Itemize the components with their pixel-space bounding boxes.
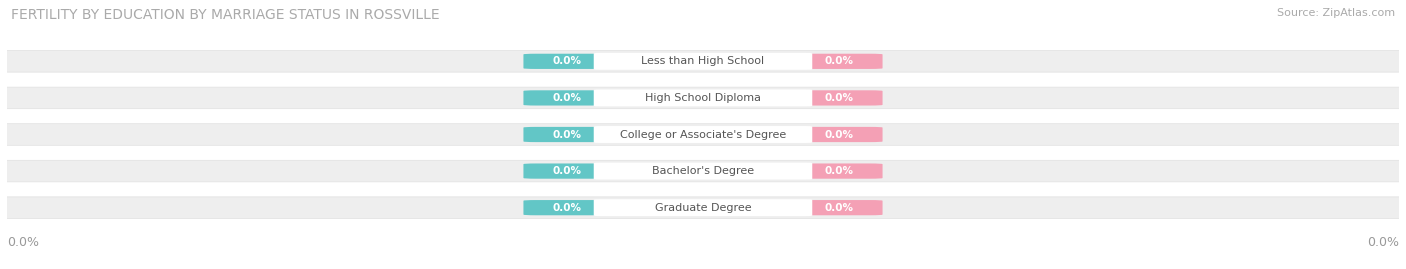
- FancyBboxPatch shape: [794, 127, 883, 142]
- FancyBboxPatch shape: [794, 54, 883, 69]
- Text: 0.0%: 0.0%: [824, 203, 853, 213]
- Text: 0.0%: 0.0%: [1367, 236, 1399, 249]
- Text: 0.0%: 0.0%: [553, 129, 582, 140]
- FancyBboxPatch shape: [593, 199, 813, 216]
- FancyBboxPatch shape: [794, 164, 883, 179]
- Text: High School Diploma: High School Diploma: [645, 93, 761, 103]
- FancyBboxPatch shape: [0, 197, 1406, 218]
- Text: 0.0%: 0.0%: [553, 166, 582, 176]
- Text: FERTILITY BY EDUCATION BY MARRIAGE STATUS IN ROSSVILLE: FERTILITY BY EDUCATION BY MARRIAGE STATU…: [11, 8, 440, 22]
- FancyBboxPatch shape: [523, 164, 612, 179]
- Text: Source: ZipAtlas.com: Source: ZipAtlas.com: [1277, 8, 1395, 18]
- FancyBboxPatch shape: [593, 126, 813, 143]
- Text: College or Associate's Degree: College or Associate's Degree: [620, 129, 786, 140]
- Text: Bachelor's Degree: Bachelor's Degree: [652, 166, 754, 176]
- Text: 0.0%: 0.0%: [553, 93, 582, 103]
- FancyBboxPatch shape: [0, 87, 1406, 109]
- FancyBboxPatch shape: [593, 53, 813, 70]
- FancyBboxPatch shape: [0, 124, 1406, 145]
- Text: 0.0%: 0.0%: [824, 166, 853, 176]
- Text: 0.0%: 0.0%: [824, 56, 853, 66]
- FancyBboxPatch shape: [523, 127, 612, 142]
- Text: 0.0%: 0.0%: [824, 129, 853, 140]
- FancyBboxPatch shape: [523, 200, 612, 215]
- Text: 0.0%: 0.0%: [553, 56, 582, 66]
- Text: Less than High School: Less than High School: [641, 56, 765, 66]
- FancyBboxPatch shape: [0, 160, 1406, 182]
- FancyBboxPatch shape: [593, 89, 813, 107]
- Text: Graduate Degree: Graduate Degree: [655, 203, 751, 213]
- Text: 0.0%: 0.0%: [824, 93, 853, 103]
- FancyBboxPatch shape: [794, 200, 883, 215]
- FancyBboxPatch shape: [523, 54, 612, 69]
- Text: 0.0%: 0.0%: [553, 203, 582, 213]
- Text: 0.0%: 0.0%: [7, 236, 39, 249]
- FancyBboxPatch shape: [523, 90, 612, 105]
- FancyBboxPatch shape: [794, 90, 883, 105]
- FancyBboxPatch shape: [593, 162, 813, 180]
- FancyBboxPatch shape: [0, 51, 1406, 72]
